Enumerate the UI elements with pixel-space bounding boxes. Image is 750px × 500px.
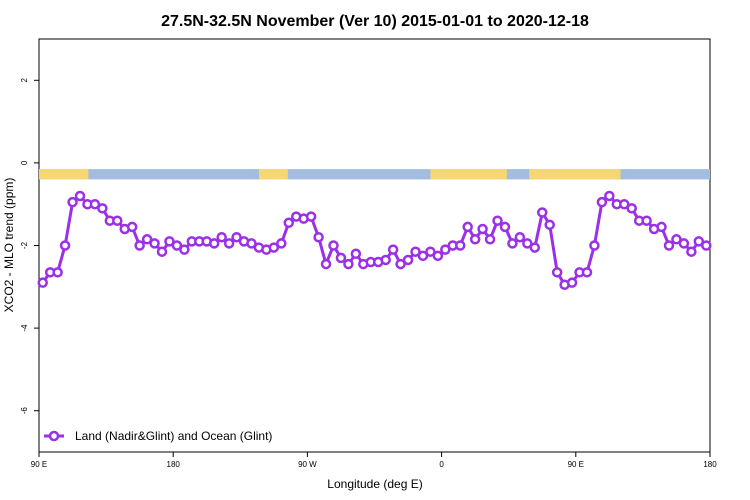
data-point [454,240,466,251]
land-segment-2 [430,169,507,180]
chart-title: 27.5N-32.5N November (Ver 10) 2015-01-01… [161,13,589,30]
data-point [149,238,160,249]
data-point [126,221,138,233]
data-point [59,240,71,251]
data-point [686,246,697,257]
x-tick-label-3: 0 [439,460,444,469]
data-point [89,198,101,210]
x-axis: 90 E 180 90 W 0 90 E 180 [31,452,717,469]
data-point [276,238,287,249]
data-point [619,198,630,210]
y-tick-label-1: 0 [20,160,29,165]
data-point [208,238,220,249]
data-point [432,250,444,262]
data-point [156,246,168,257]
ocean-strip [39,169,710,180]
x-tick-label-5: 180 [703,460,717,469]
data-point [671,234,682,245]
y-axis: 2 0 -2 -4 -6 [20,78,39,415]
data-point [507,238,518,249]
data-point [469,234,481,245]
data-point [537,207,548,218]
data-point [596,196,608,208]
data-point [141,234,153,245]
data-point [52,267,63,278]
data-point [626,203,637,214]
data-point [678,238,690,249]
legend-marker-swatch [48,430,60,442]
y-tick-label-0: 2 [20,78,29,83]
y-axis-label: XCO2 - MLO trend (ppm) [2,178,16,313]
data-point [268,242,280,253]
data-point [701,240,712,251]
data-point [440,244,451,255]
x-tick-label-0: 90 E [31,460,47,469]
surface-type-strip [39,169,710,180]
data-point [246,238,257,249]
data-point [223,238,235,249]
x-tick-label-2: 90 W [298,460,317,469]
x-tick-label-4: 90 E [568,460,584,469]
data-point [335,252,347,264]
data-point [343,258,354,270]
data-point [305,211,317,222]
data-point [37,277,48,288]
data-point [551,267,563,278]
data-point [350,248,362,260]
data-point [462,221,473,233]
series-layer [37,190,712,290]
data-point [410,246,421,257]
y-tick-label-3: -4 [20,324,29,332]
data-point [134,240,145,251]
data-point [566,277,578,288]
data-point [417,250,429,262]
data-point [693,236,705,247]
data-point [283,217,295,229]
land-segment-1 [258,169,288,180]
land-segment-0 [39,169,89,180]
x-axis-label: Longitude (deg E) [327,477,422,491]
data-point [656,221,667,233]
y-tick-label-4: -6 [20,407,29,415]
data-point [320,258,332,270]
data-point [514,231,526,243]
data-point [380,254,391,266]
data-point [425,246,436,257]
data-point [492,215,503,226]
data-point [589,240,600,251]
data-point [641,215,652,226]
legend-label: Land (Nadir&Glint) and Ocean (Glint) [75,429,272,443]
data-point [231,231,242,243]
legend: Land (Nadir&Glint) and Ocean (Glint) [44,429,272,443]
data-point [313,231,324,243]
data-point [164,236,175,247]
y-tick-label-2: -2 [20,241,29,249]
data-point [387,244,399,255]
data-point [171,240,183,251]
data-point [663,240,675,251]
data-point [179,244,190,255]
data-point [74,190,86,202]
data-point [67,196,78,208]
data-point [604,190,615,202]
data-point [216,231,227,243]
land-segment-3 [529,169,621,180]
data-point [328,240,339,251]
data-point [112,215,123,226]
data-point [522,238,533,249]
data-point [499,221,511,233]
data-point [529,242,541,253]
data-point [97,203,108,214]
data-point [484,234,496,245]
data-point [581,267,593,278]
data-point [395,258,406,270]
data-point [402,254,414,266]
data-point [544,219,555,231]
data-point [477,223,488,235]
x-tick-label-1: 180 [167,460,181,469]
